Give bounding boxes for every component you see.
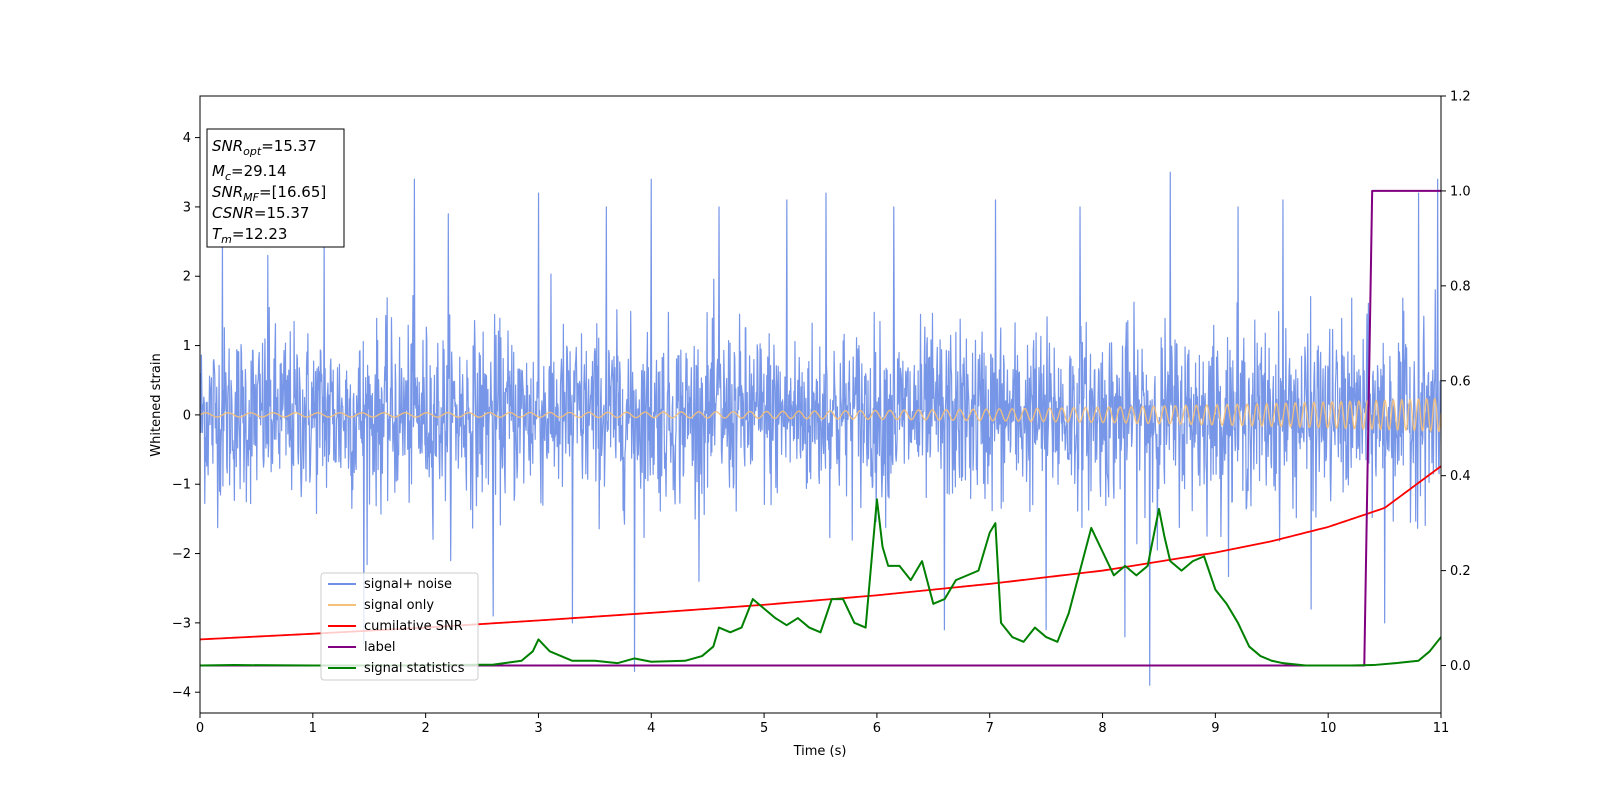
legend-label-signal-only: signal only bbox=[364, 598, 434, 613]
y-tick-label: −4 bbox=[172, 686, 191, 701]
info-snr-opt: SNRopt=15.37 bbox=[212, 137, 317, 158]
y-axis-label: Whitened strain bbox=[149, 353, 164, 456]
x-axis-label: Time (s) bbox=[793, 744, 847, 759]
y2-tick-label: 0.8 bbox=[1450, 279, 1471, 294]
x-tick-label: 8 bbox=[1098, 721, 1106, 736]
y-tick-label: 3 bbox=[183, 200, 191, 215]
x-tick-label: 9 bbox=[1211, 721, 1219, 736]
y2-tick-label: 0.2 bbox=[1450, 564, 1471, 579]
y2-tick-label: 1.0 bbox=[1450, 184, 1471, 199]
legend-label-label: label bbox=[364, 640, 395, 655]
y-tick-label: −1 bbox=[172, 478, 191, 493]
signal-only-line bbox=[200, 397, 1441, 433]
legend-label-signal-noise: signal+ noise bbox=[364, 577, 452, 592]
x-tick-label: 6 bbox=[873, 721, 881, 736]
y2-tick-label: 0.0 bbox=[1450, 659, 1471, 674]
x-tick-label: 1 bbox=[309, 721, 317, 736]
info-snr-mf: SNRMF=[16.65] bbox=[212, 183, 326, 204]
info-mc: Mc=29.14 bbox=[212, 162, 287, 183]
legend: signal+ noise signal only cumilative SNR… bbox=[320, 572, 479, 681]
info-tm: Tm=12.23 bbox=[212, 225, 287, 246]
x-tick-label: 10 bbox=[1320, 721, 1337, 736]
y2-tick-label: 0.6 bbox=[1450, 374, 1471, 389]
y2-tick-label: 0.4 bbox=[1450, 469, 1471, 484]
x-tick-label: 4 bbox=[647, 721, 655, 736]
legend-label-cumulative-snr: cumilative SNR bbox=[364, 619, 463, 634]
label-line bbox=[200, 189, 1441, 667]
y2-tick-label: 1.2 bbox=[1450, 90, 1471, 105]
y-tick-label: 4 bbox=[183, 131, 191, 146]
x-tick-label: 5 bbox=[760, 721, 768, 736]
y-tick-label: 0 bbox=[183, 408, 191, 423]
signal-noise-line bbox=[200, 171, 1441, 686]
x-tick-label: 11 bbox=[1433, 721, 1450, 736]
y-tick-label: −3 bbox=[172, 616, 191, 631]
y-tick-label: −2 bbox=[172, 547, 191, 562]
info-csnr: CSNR=15.37 bbox=[212, 204, 309, 222]
y-tick-label: 2 bbox=[183, 270, 191, 285]
x-tick-label: 2 bbox=[421, 721, 429, 736]
y-tick-label: 1 bbox=[183, 339, 191, 354]
x-tick-label: 7 bbox=[986, 721, 994, 736]
signal-statistics-line bbox=[200, 498, 1441, 667]
x-tick-label: 0 bbox=[196, 721, 204, 736]
legend-label-signal-statistics: signal statistics bbox=[364, 661, 465, 676]
info-box: SNRopt=15.37 Mc=29.14 SNRMF=[16.65] CSNR… bbox=[206, 128, 345, 248]
x-tick-label: 3 bbox=[534, 721, 542, 736]
axes-frame bbox=[199, 95, 1442, 714]
